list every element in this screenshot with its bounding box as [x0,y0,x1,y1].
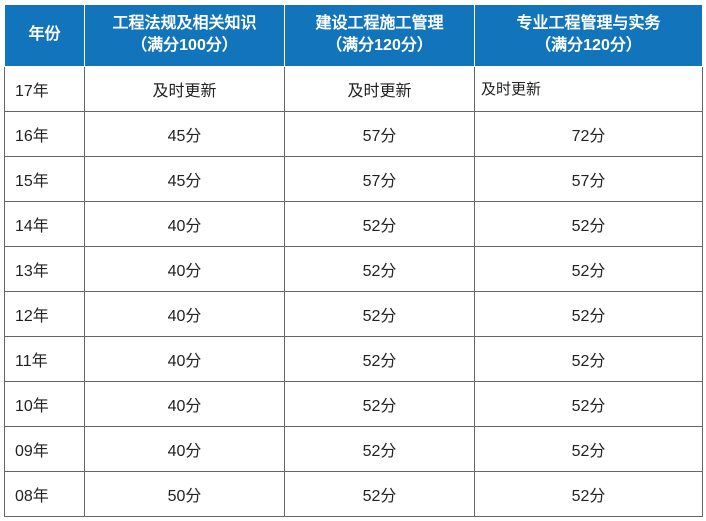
table-row: 14年40分52分52分 [5,201,703,246]
cell-year: 14年 [5,201,85,246]
cell-col2: 52分 [285,381,475,426]
cell-col1: 45分 [85,111,285,156]
cell-col2: 52分 [285,246,475,291]
cell-year: 12年 [5,291,85,336]
cell-col1: 40分 [85,336,285,381]
cell-year: 13年 [5,246,85,291]
cell-col2: 52分 [285,201,475,246]
cell-col1: 40分 [85,291,285,336]
cell-col3: 52分 [475,201,703,246]
table-row: 10年40分52分52分 [5,381,703,426]
cell-year: 17年 [5,66,85,111]
table-row: 08年50分52分52分 [5,471,703,516]
header-year: 年份 [5,5,85,67]
cell-col3: 52分 [475,471,703,516]
cell-col2: 及时更新 [285,66,475,111]
cell-year: 15年 [5,156,85,201]
score-table: 年份 工程法规及相关知识（满分100分） 建设工程施工管理（满分120分） 专业… [4,4,703,517]
cell-col1: 45分 [85,156,285,201]
header-col2: 建设工程施工管理（满分120分） [285,5,475,67]
cell-col2: 52分 [285,291,475,336]
cell-col1: 40分 [85,246,285,291]
cell-col3: 52分 [475,381,703,426]
header-col1: 工程法规及相关知识（满分100分） [85,5,285,67]
header-col3: 专业工程管理与实务（满分120分） [475,5,703,67]
table-row: 12年40分52分52分 [5,291,703,336]
table-body: 17年及时更新及时更新及时更新16年45分57分72分15年45分57分57分1… [5,66,703,516]
table-header: 年份 工程法规及相关知识（满分100分） 建设工程施工管理（满分120分） 专业… [5,5,703,67]
cell-col1: 40分 [85,381,285,426]
table-row: 11年40分52分52分 [5,336,703,381]
cell-col1: 50分 [85,471,285,516]
cell-col1: 40分 [85,426,285,471]
cell-year: 08年 [5,471,85,516]
cell-col2: 52分 [285,426,475,471]
cell-col3: 52分 [475,426,703,471]
cell-col3: 及时更新 [475,66,703,111]
table-row: 16年45分57分72分 [5,111,703,156]
cell-col1: 40分 [85,201,285,246]
cell-col3: 52分 [475,246,703,291]
cell-year: 09年 [5,426,85,471]
cell-year: 16年 [5,111,85,156]
cell-col2: 52分 [285,471,475,516]
cell-col3: 52分 [475,291,703,336]
table-row: 17年及时更新及时更新及时更新 [5,66,703,111]
table-row: 15年45分57分57分 [5,156,703,201]
cell-col2: 52分 [285,336,475,381]
cell-col3: 57分 [475,156,703,201]
cell-col2: 57分 [285,111,475,156]
cell-year: 10年 [5,381,85,426]
cell-col3: 52分 [475,336,703,381]
cell-col3: 72分 [475,111,703,156]
cell-col2: 57分 [285,156,475,201]
table-row: 13年40分52分52分 [5,246,703,291]
cell-col1: 及时更新 [85,66,285,111]
table-row: 09年40分52分52分 [5,426,703,471]
cell-year: 11年 [5,336,85,381]
